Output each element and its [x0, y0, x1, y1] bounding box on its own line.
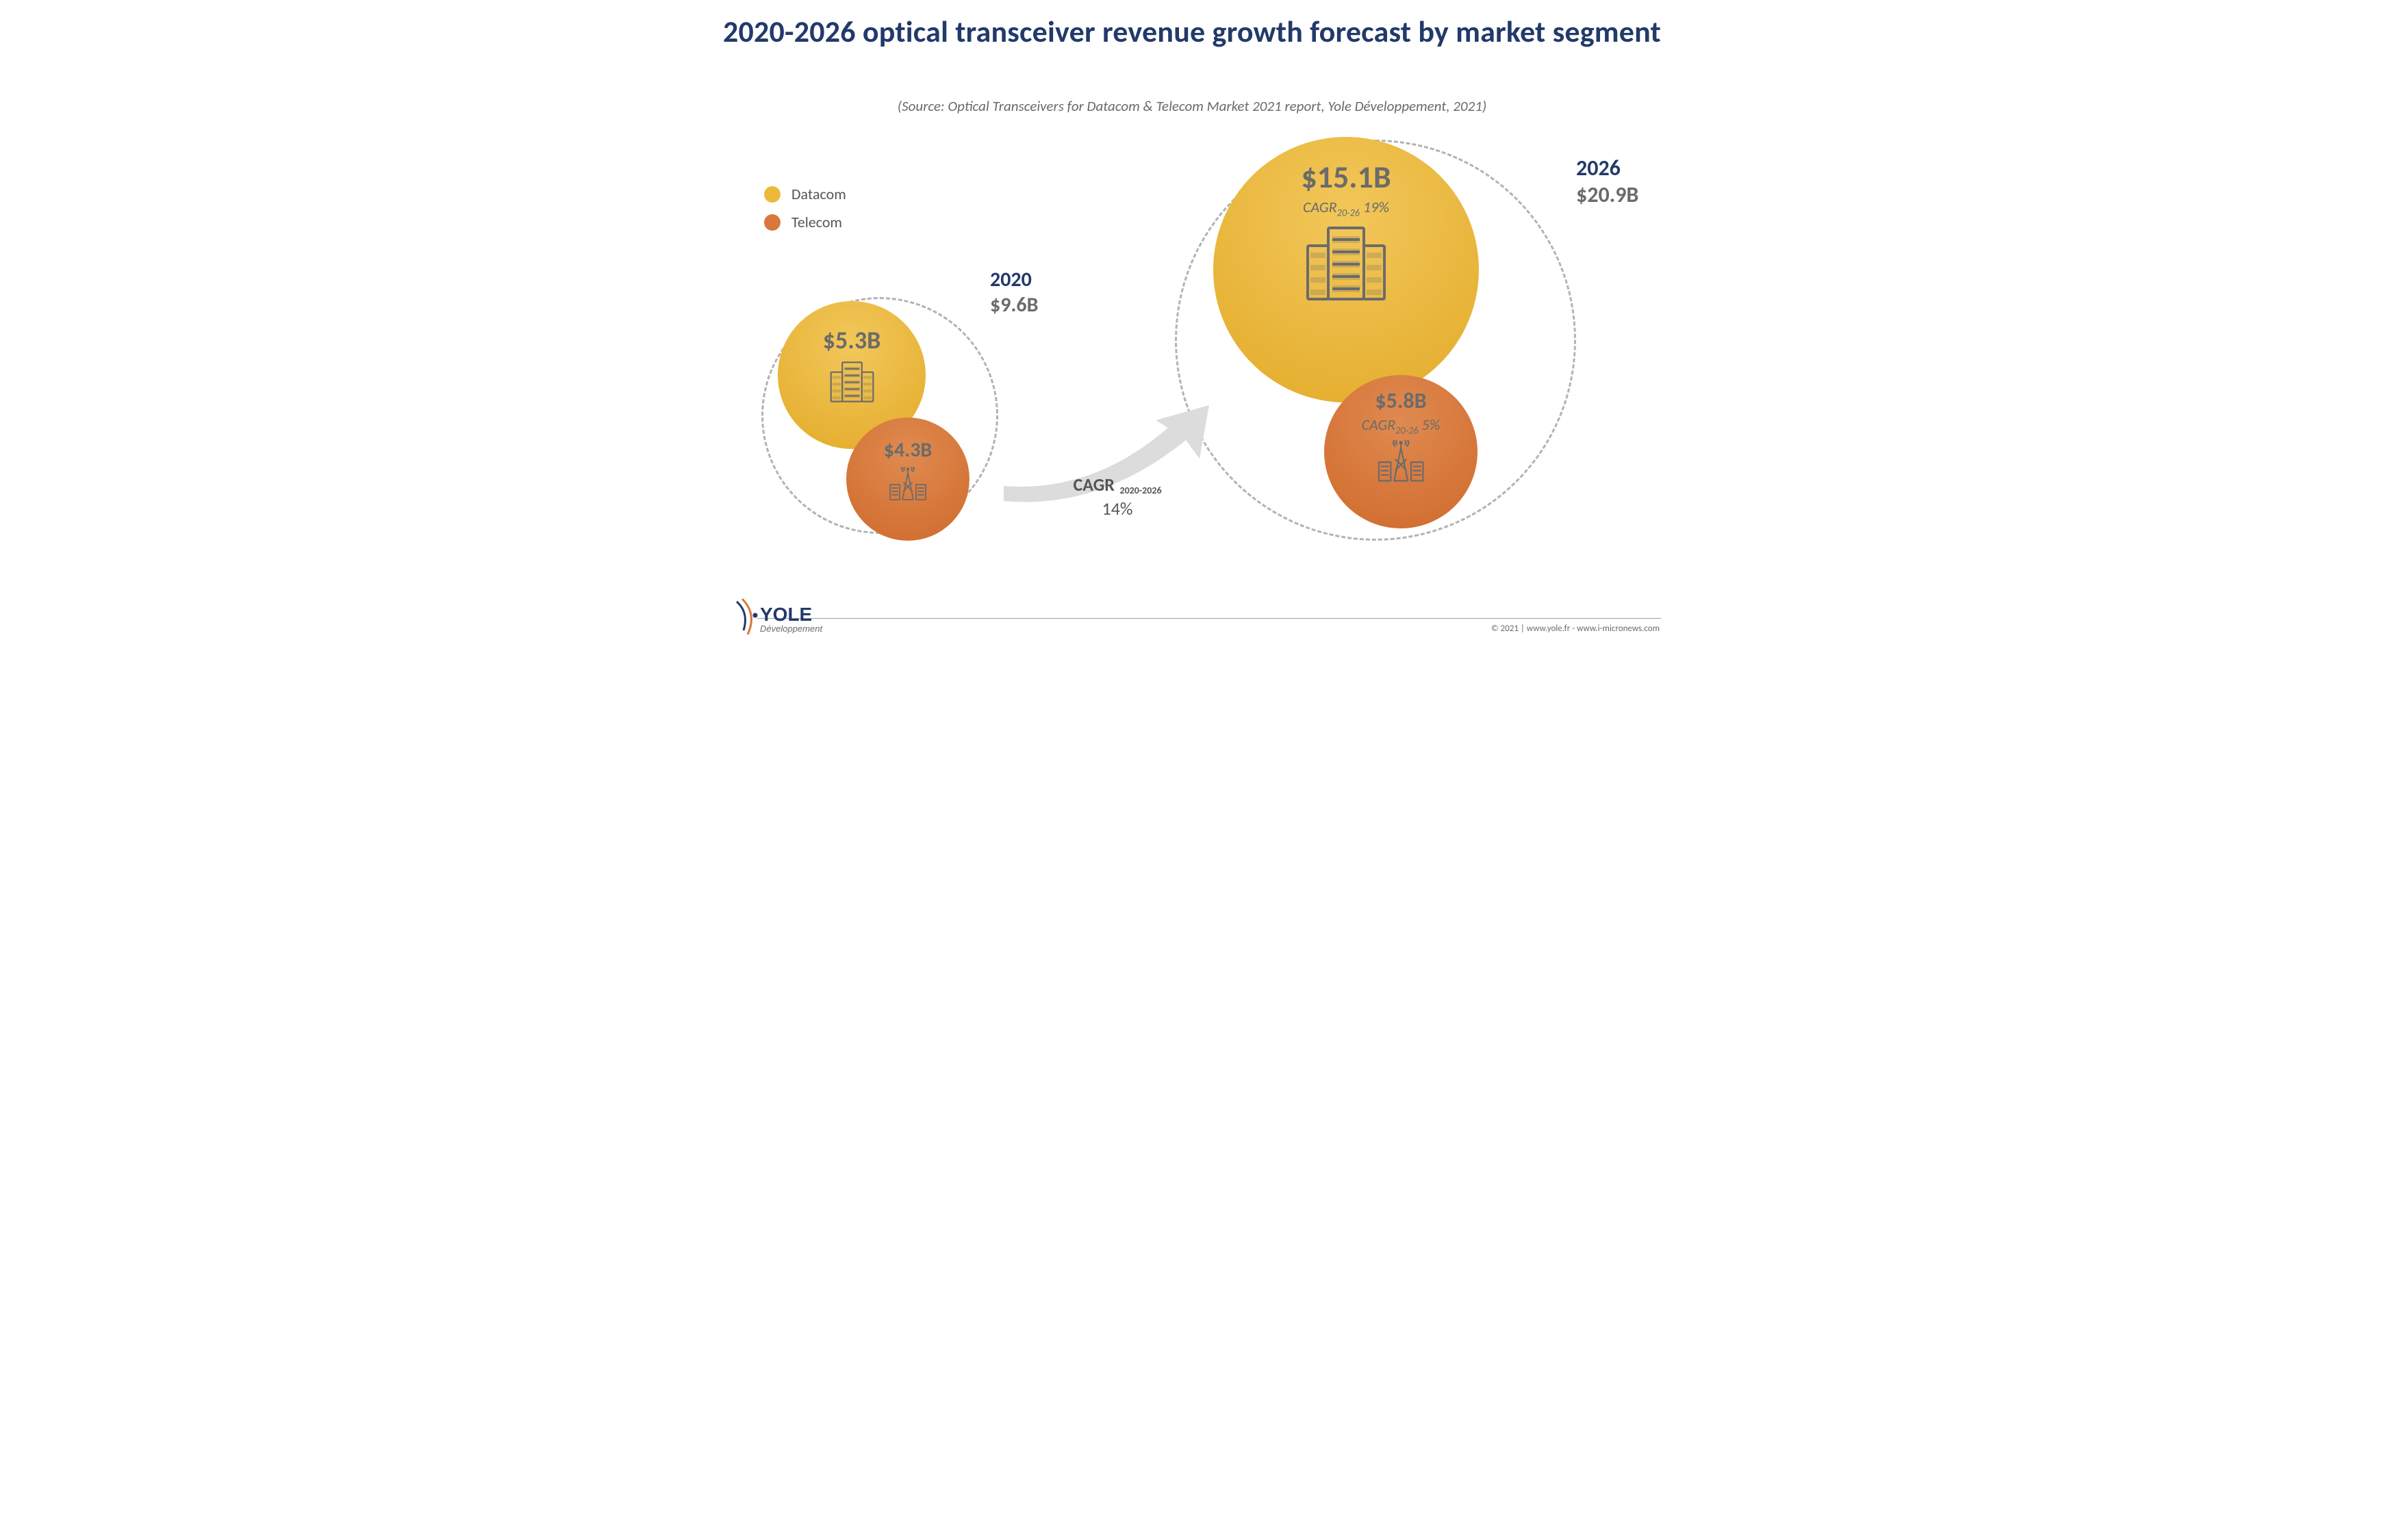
overall-cagr-label: CAGR [1073, 474, 1114, 496]
telecom-tower-icon [1375, 440, 1426, 486]
logo-sub-text: Développement [760, 624, 823, 634]
year-text: 2020 [990, 267, 1038, 292]
telecom-bubble: $5.8BCAGR20-26 5% [1324, 375, 1478, 528]
legend-swatch-icon [764, 186, 781, 203]
legend-label: Datacom [791, 185, 846, 203]
overall-cagr: CAGR 2020-2026 14% [1056, 474, 1179, 519]
telecom-tower-icon [887, 467, 928, 504]
yole-logo-icon: YOLE Développement [733, 598, 856, 643]
logo-main-text: YOLE [760, 604, 812, 625]
overall-cagr-value: 14% [1056, 498, 1179, 519]
footer-divider [757, 618, 1661, 619]
bubble-value: $5.8B [1375, 387, 1426, 414]
year-total-label: 2026 $20.9B [1576, 155, 1638, 208]
bubble-value: $15.1B [1301, 158, 1391, 196]
legend: Datacom Telecom [764, 185, 846, 241]
overall-cagr-range: 2020-2026 [1119, 485, 1161, 496]
total-text: $20.9B [1576, 181, 1638, 208]
legend-label: Telecom [791, 213, 842, 231]
bubble-value: $5.3B [823, 325, 881, 355]
year-text: 2026 [1576, 155, 1638, 181]
legend-item: Datacom [764, 185, 846, 203]
datacom-bubble: $15.1BCAGR20-26 19% [1213, 137, 1479, 402]
bubble-cagr: CAGR20-26 19% [1303, 198, 1389, 218]
legend-item: Telecom [764, 213, 846, 231]
legend-swatch-icon [764, 214, 781, 231]
copyright-text: © 2021 | www.yole.fr - www.i-micronews.c… [1491, 624, 1660, 634]
bubble-cagr: CAGR20-26 5% [1362, 415, 1441, 436]
year-total-label: 2020 $9.6B [990, 267, 1038, 318]
datacenter-icon [826, 359, 878, 408]
bubble-value: $4.3B [884, 437, 932, 463]
telecom-bubble: $4.3B [846, 418, 969, 541]
source-subtitle: (Source: Optical Transceivers for Dataco… [696, 97, 1688, 115]
datacenter-icon [1298, 222, 1394, 308]
page-title: 2020-2026 optical transceiver revenue gr… [696, 15, 1688, 49]
total-text: $9.6B [990, 292, 1038, 318]
